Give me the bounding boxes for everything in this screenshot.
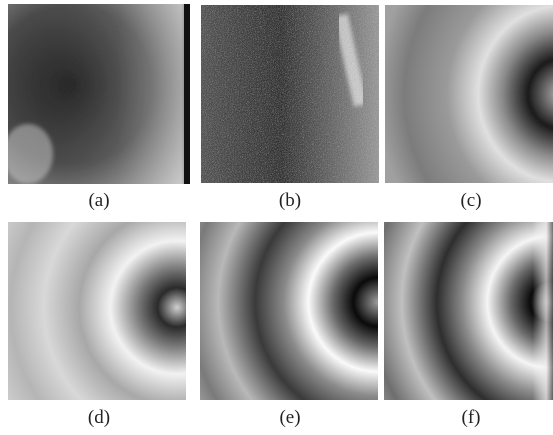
caption-c: (c) [460,190,482,211]
panel-f-image [384,222,553,400]
panel-d-image [8,222,186,400]
caption-f: (f) [461,407,481,428]
panel-a-image [8,4,190,184]
panel-c-image [385,5,553,183]
caption-d: (d) [87,407,111,428]
panel-b-image [201,5,379,183]
caption-b: (b) [278,190,302,211]
caption-a: (a) [88,190,110,211]
caption-e: (e) [279,407,301,428]
panel-e-image [200,222,378,400]
